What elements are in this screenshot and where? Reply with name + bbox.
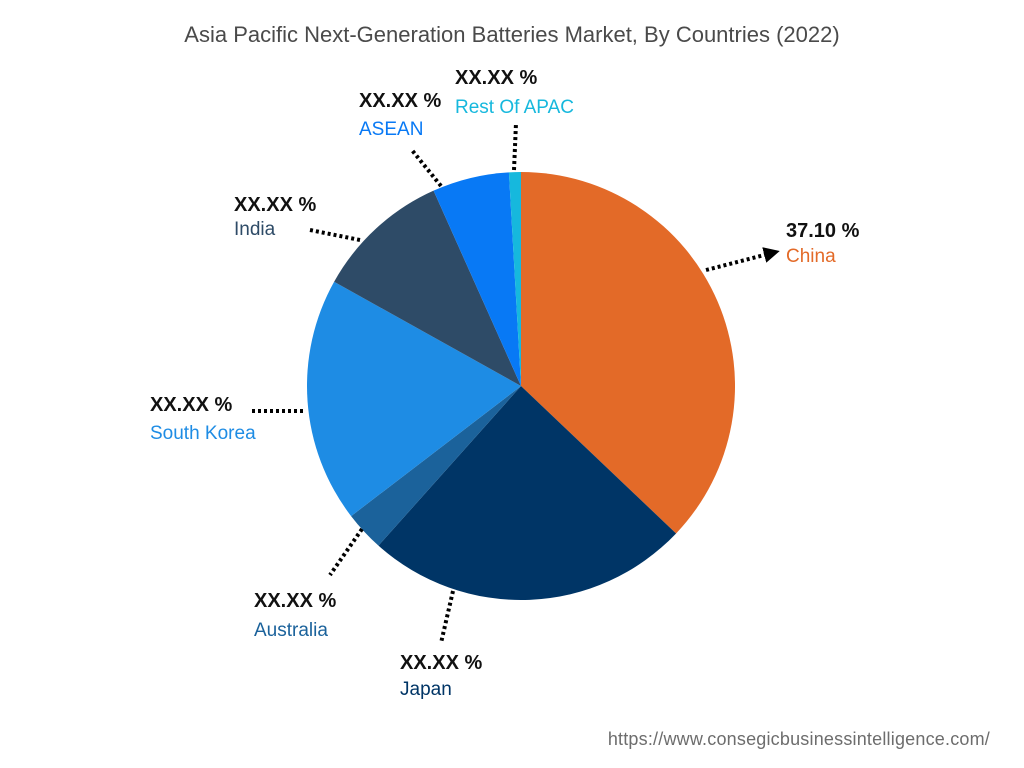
pie-slice-australia <box>351 386 521 546</box>
category-label-south-korea: South Korea <box>150 423 256 444</box>
category-label-rest-of-apac: Rest Of APAC <box>455 97 574 118</box>
data-label-rest-of-apac: XX.XX % <box>455 67 537 89</box>
category-label-australia: Australia <box>254 620 328 641</box>
leader-line-rest-of-apac <box>512 122 518 171</box>
data-label-asean: XX.XX % <box>359 90 441 112</box>
leader-line-india <box>309 228 361 242</box>
pie-slice-asean <box>433 172 521 386</box>
pie-slice-south-korea <box>307 281 521 517</box>
category-label-asean: ASEAN <box>359 119 423 140</box>
data-label-china: 37.10 % <box>786 220 860 242</box>
pie-slice-japan <box>378 386 677 601</box>
leader-line-australia <box>328 527 364 577</box>
data-label-australia: XX.XX % <box>254 590 336 612</box>
leader-line-asean <box>409 147 443 188</box>
leader-line-china <box>705 247 780 272</box>
category-label-india: India <box>234 219 276 240</box>
data-label-south-korea: XX.XX % <box>150 394 232 416</box>
chart-title: Asia Pacific Next-Generation Batteries M… <box>184 22 840 47</box>
pie-slice-china <box>521 172 736 534</box>
category-label-japan: Japan <box>400 679 452 700</box>
data-label-japan: XX.XX % <box>400 652 482 674</box>
source-url: https://www.consegicbusinessintelligence… <box>607 729 990 749</box>
pie-slice-india <box>334 190 521 386</box>
category-label-china: China <box>786 246 836 267</box>
pie-slice-rest-of-apac <box>508 172 521 386</box>
data-label-india: XX.XX % <box>234 194 316 216</box>
leader-line-japan <box>439 590 455 644</box>
